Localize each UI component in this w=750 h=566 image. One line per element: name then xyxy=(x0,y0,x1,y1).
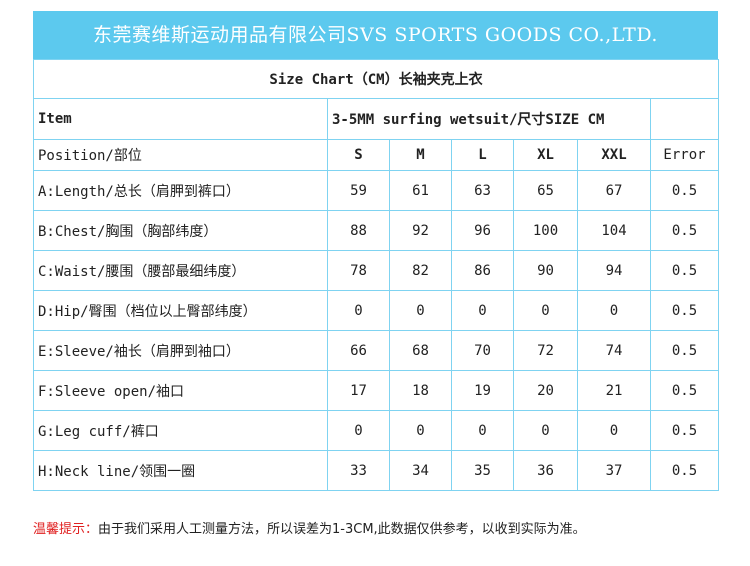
company-banner: 东莞赛维斯运动用品有限公司SVS SPORTS GOODS CO.,LTD. xyxy=(33,11,718,59)
table-row: A:Length/总长（肩胛到裤口） 59 61 63 65 67 0.5 xyxy=(33,170,720,211)
size-header: S xyxy=(327,139,390,171)
size-value: 72 xyxy=(513,330,578,371)
size-value: 96 xyxy=(451,210,514,251)
size-chart: 东莞赛维斯运动用品有限公司SVS SPORTS GOODS CO.,LTD. S… xyxy=(32,11,720,491)
size-value: 0 xyxy=(389,410,452,451)
size-value: 18 xyxy=(389,370,452,411)
size-value: 33 xyxy=(327,450,390,491)
size-value: 17 xyxy=(327,370,390,411)
table-row: F:Sleeve open/袖口 17 18 19 20 21 0.5 xyxy=(33,370,720,411)
product-header: 3-5MM surfing wetsuit/尺寸SIZE CM xyxy=(327,98,651,140)
row-label: H:Neck line/领围一圈 xyxy=(33,450,328,491)
footnote-text: 由于我们采用人工测量方法，所以误差为1-3CM,此数据仅供参考，以收到实际为准。 xyxy=(98,522,586,537)
table-row: D:Hip/臀围（档位以上臀部纬度） 0 0 0 0 0 0.5 xyxy=(33,290,720,331)
size-value: 37 xyxy=(577,450,651,491)
size-value: 19 xyxy=(451,370,514,411)
size-value: 35 xyxy=(451,450,514,491)
table-row: G:Leg cuff/裤口 0 0 0 0 0 0.5 xyxy=(33,410,720,451)
row-label: E:Sleeve/袖长（肩胛到袖口） xyxy=(33,330,328,371)
size-value: 66 xyxy=(327,330,390,371)
error-value: 0.5 xyxy=(649,330,720,371)
size-value: 0 xyxy=(451,290,514,331)
size-value: 36 xyxy=(513,450,578,491)
size-table: Size Chart（CM）长袖夹克上衣 Item 3-5MM surfing … xyxy=(32,59,720,491)
table-row: H:Neck line/领围一圈 33 34 35 36 37 0.5 xyxy=(33,450,720,491)
size-value: 21 xyxy=(577,370,651,411)
error-header: Error xyxy=(649,139,720,171)
table-row: B:Chest/胸围（胸部纬度） 88 92 96 100 104 0.5 xyxy=(33,210,720,251)
size-header: L xyxy=(451,139,514,171)
size-value: 94 xyxy=(577,250,651,291)
row-label: F:Sleeve open/袖口 xyxy=(33,370,328,411)
row-label: D:Hip/臀围（档位以上臀部纬度） xyxy=(33,290,328,331)
error-value: 0.5 xyxy=(649,210,720,251)
size-header: M xyxy=(389,139,452,171)
chart-title: Size Chart（CM）长袖夹克上衣 xyxy=(32,59,720,99)
row-label: B:Chest/胸围（胸部纬度） xyxy=(33,210,328,251)
size-value: 100 xyxy=(513,210,578,251)
size-header: XL xyxy=(513,139,578,171)
size-value: 34 xyxy=(389,450,452,491)
size-value: 0 xyxy=(327,410,390,451)
size-value: 90 xyxy=(513,250,578,291)
position-header: Position/部位 xyxy=(33,139,328,171)
error-value: 0.5 xyxy=(649,370,720,411)
table-row: C:Waist/腰围（腰部最细纬度） 78 82 86 90 94 0.5 xyxy=(33,250,720,291)
size-value: 67 xyxy=(577,170,651,211)
size-value: 78 xyxy=(327,250,390,291)
size-value: 0 xyxy=(327,290,390,331)
size-value: 20 xyxy=(513,370,578,411)
error-value: 0.5 xyxy=(649,170,720,211)
size-value: 68 xyxy=(389,330,452,371)
error-value: 0.5 xyxy=(649,410,720,451)
size-value: 63 xyxy=(451,170,514,211)
size-value: 82 xyxy=(389,250,452,291)
size-value: 70 xyxy=(451,330,514,371)
size-header: XXL xyxy=(577,139,651,171)
size-value: 0 xyxy=(513,410,578,451)
size-value: 92 xyxy=(389,210,452,251)
size-value: 0 xyxy=(513,290,578,331)
size-value: 0 xyxy=(451,410,514,451)
footnote: 温馨提示：由于我们采用人工测量方法，所以误差为1-3CM,此数据仅供参考，以收到… xyxy=(33,518,733,537)
size-value: 104 xyxy=(577,210,651,251)
error-value: 0.5 xyxy=(649,290,720,331)
size-value: 59 xyxy=(327,170,390,211)
size-value: 61 xyxy=(389,170,452,211)
row-label: G:Leg cuff/裤口 xyxy=(33,410,328,451)
item-header: Item xyxy=(33,98,328,140)
row-label: A:Length/总长（肩胛到裤口） xyxy=(33,170,328,211)
size-value: 86 xyxy=(451,250,514,291)
row-label: C:Waist/腰围（腰部最细纬度） xyxy=(33,250,328,291)
table-row: E:Sleeve/袖长（肩胛到袖口） 66 68 70 72 74 0.5 xyxy=(33,330,720,371)
size-value: 88 xyxy=(327,210,390,251)
size-value: 0 xyxy=(577,410,651,451)
size-value: 0 xyxy=(389,290,452,331)
error-value: 0.5 xyxy=(649,450,720,491)
size-value: 0 xyxy=(577,290,651,331)
footnote-warning: 温馨提示： xyxy=(33,522,99,537)
size-value: 65 xyxy=(513,170,578,211)
size-value: 74 xyxy=(577,330,651,371)
header-blank xyxy=(649,98,720,140)
error-value: 0.5 xyxy=(649,250,720,291)
